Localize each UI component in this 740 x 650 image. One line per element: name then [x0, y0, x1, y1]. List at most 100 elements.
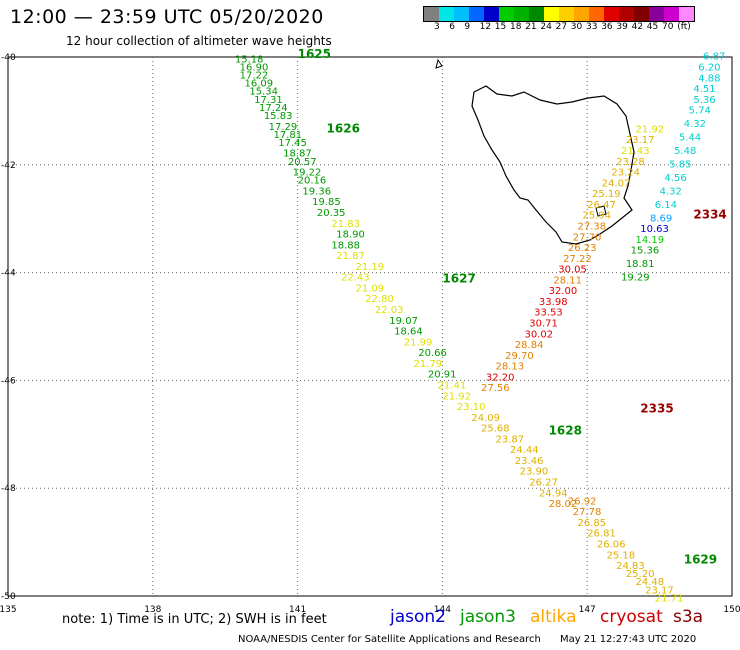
colorbar-label: 15: [494, 22, 507, 32]
wave-height-value: 28.13: [495, 362, 524, 373]
wave-height-value: 25.19: [592, 189, 621, 200]
lon-tick-label: 141: [289, 605, 306, 615]
lon-tick-label: 150: [723, 605, 740, 615]
wave-height-value: 17.45: [278, 138, 307, 149]
wave-height-value: 5.36: [693, 95, 715, 106]
colorbar-swatch: [499, 7, 514, 21]
wave-height-value: 26.47: [587, 200, 616, 211]
colorbar-label: 39: [616, 22, 628, 32]
wave-height-value: 4.56: [664, 173, 686, 184]
map-subtitle: 12 hour collection of altimeter wave hei…: [66, 34, 332, 48]
colorbar-swatch: [454, 7, 469, 21]
wave-height-value: 15.83: [264, 111, 293, 122]
colorbar-label: 45: [646, 22, 659, 32]
colorbar-swatch: [574, 7, 589, 21]
lat-tick-label: -48: [1, 484, 16, 494]
wave-height-value: 21.92: [442, 391, 471, 402]
colorbar-label: 12: [479, 22, 492, 32]
lon-tick-label: 147: [579, 605, 596, 615]
wave-height-value: 10.63: [640, 224, 669, 235]
wave-height-value: 21.41: [438, 380, 467, 391]
wave-height-value: 27.78: [573, 507, 602, 518]
wave-height-value: 24.48: [635, 577, 664, 588]
wave-height-value: 8.69: [650, 213, 672, 224]
wave-height-value: 20.66: [418, 348, 447, 359]
map-frame: [7, 56, 733, 597]
wave-height-value: 22.43: [341, 273, 370, 284]
colorbar-swatch: [529, 7, 544, 21]
legend-jason2: jason2: [390, 607, 446, 627]
wave-height-value: 5.48: [674, 146, 696, 157]
wave-height-value: 21.79: [413, 359, 442, 370]
colorbar-swatch: [424, 7, 439, 21]
wave-height-value: 33.98: [539, 297, 568, 308]
wave-height-value: 24.07: [602, 178, 631, 189]
legend-s3a: s3a: [673, 607, 704, 627]
wave-height-value: 17.22: [240, 71, 269, 82]
colorbar-swatch: [589, 7, 604, 21]
pass-number-label: 1628: [549, 423, 582, 437]
colorbar-label: 42: [631, 22, 644, 32]
wave-height-value: 25.18: [607, 550, 636, 561]
legend-cryosat: cryosat: [600, 607, 663, 627]
colorbar-label: 27: [555, 22, 568, 32]
wave-height-value: 28.02: [549, 499, 578, 510]
lat-tick-label: -44: [1, 269, 16, 279]
wave-height-value: 17.31: [254, 95, 283, 106]
colorbar-label: 3: [434, 22, 440, 32]
tasmania-outline: [471, 85, 635, 245]
wave-height-value: 25.94: [582, 211, 611, 222]
wave-height-value: 18.87: [283, 149, 312, 160]
lat-tick-label: -40: [1, 53, 16, 63]
wave-height-value: 6.20: [698, 62, 720, 73]
colorbar-label: 24: [540, 22, 552, 32]
wave-height-value: 4.32: [684, 119, 706, 130]
wave-height-value: 30.71: [529, 319, 558, 330]
pass-number-label: 1625: [298, 47, 331, 61]
wave-height-value: 21.99: [404, 337, 433, 348]
pass-number-label: 2335: [640, 402, 673, 416]
colorbar-swatch: [604, 7, 619, 21]
wave-height-value: 23.28: [616, 157, 645, 168]
pass-number-label: 1627: [442, 271, 475, 285]
wave-height-value: 15.18: [235, 54, 264, 65]
wave-height-value: 26.23: [568, 243, 597, 254]
wave-height-value: 17.24: [259, 103, 288, 114]
footer-note: note: 1) Time is in UTC; 2) SWH is in fe…: [62, 612, 327, 627]
wave-height-value: 26.06: [597, 539, 626, 550]
wave-height-value: 21.19: [356, 262, 385, 273]
wave-height-value: 28.11: [553, 275, 582, 286]
wave-height-value: 23.17: [626, 135, 655, 146]
wave-height-value: 26.27: [529, 478, 558, 489]
wave-height-value: 22.03: [375, 305, 404, 316]
lon-tick-label: 138: [144, 605, 161, 615]
wave-height-value: 21.43: [621, 146, 650, 157]
map-title: 12:00 — 23:59 UTC 05/20/2020: [10, 6, 324, 28]
wave-height-value: 24.44: [510, 445, 539, 456]
pass-number-labels: 1625 1626 1627 1628 1629 2334 2335: [298, 47, 727, 567]
tasmania-coastline: [435, 58, 635, 245]
wave-height-value: 19.36: [302, 186, 331, 197]
island-outline: [435, 58, 443, 69]
wave-height-value: 24.94: [539, 488, 568, 499]
colorbar-swatch: [469, 7, 484, 21]
wave-height-value: 25.68: [481, 424, 510, 435]
wave-height-value: 30.02: [524, 329, 553, 340]
colorbar-swatch: [559, 7, 574, 21]
colorbar-swatch: [619, 7, 634, 21]
wave-height-colorbar: [423, 6, 695, 22]
wave-height-value: 29.70: [505, 351, 534, 362]
wave-height-value: 23.87: [495, 434, 524, 445]
colorbar-swatch: [664, 7, 679, 21]
wave-height-value: 24.09: [471, 413, 500, 424]
wave-height-value: 20.91: [428, 370, 457, 381]
colorbar-label: 70: [662, 22, 674, 32]
colorbar-label: 21: [525, 22, 537, 32]
colorbar-swatch: [439, 7, 454, 21]
wave-height-value: 5.74: [689, 106, 711, 117]
wave-height-value: 4.51: [693, 84, 715, 95]
wave-height-value: 21.83: [331, 219, 360, 230]
wave-height-value: 19.22: [293, 168, 322, 179]
wave-height-value: 17.81: [273, 130, 302, 141]
